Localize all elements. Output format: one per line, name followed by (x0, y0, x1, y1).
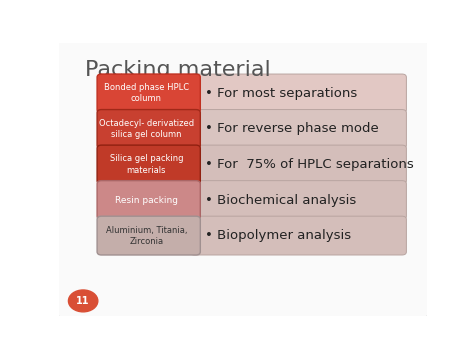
Text: • Biopolymer analysis: • Biopolymer analysis (205, 229, 352, 242)
FancyBboxPatch shape (190, 181, 406, 219)
Text: Aluminium, Titania,
Zirconia: Aluminium, Titania, Zirconia (106, 225, 187, 246)
Text: Resin packing: Resin packing (115, 196, 178, 204)
FancyBboxPatch shape (190, 216, 406, 255)
FancyBboxPatch shape (97, 216, 201, 255)
FancyBboxPatch shape (55, 40, 430, 319)
FancyBboxPatch shape (190, 110, 406, 148)
FancyBboxPatch shape (97, 74, 201, 113)
Text: Packing material: Packing material (85, 60, 271, 80)
Text: • Biochemical analysis: • Biochemical analysis (205, 193, 357, 207)
FancyBboxPatch shape (97, 110, 201, 148)
Text: 11: 11 (76, 296, 90, 306)
FancyBboxPatch shape (190, 145, 406, 184)
Text: • For  75% of HPLC separations: • For 75% of HPLC separations (205, 158, 414, 171)
Circle shape (68, 290, 98, 312)
Text: Octadecyl- derivatized
silica gel column: Octadecyl- derivatized silica gel column (99, 119, 194, 139)
FancyBboxPatch shape (97, 145, 201, 184)
Text: Bonded phase HPLC
column: Bonded phase HPLC column (104, 83, 189, 104)
Text: Silica gel packing
materials: Silica gel packing materials (110, 154, 183, 175)
FancyBboxPatch shape (190, 74, 406, 113)
Text: • For most separations: • For most separations (205, 87, 358, 100)
FancyBboxPatch shape (97, 181, 201, 219)
Text: • For reverse phase mode: • For reverse phase mode (205, 122, 379, 136)
